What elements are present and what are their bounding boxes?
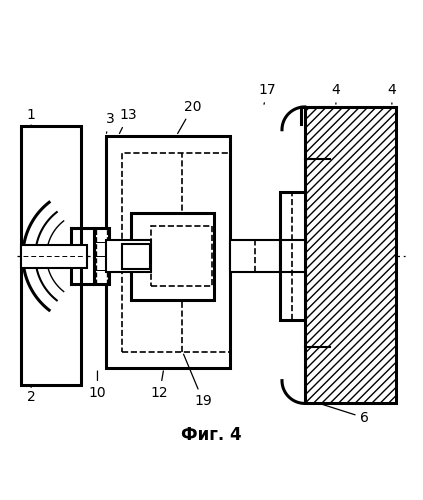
Text: Фиг. 4: Фиг. 4 [181,426,242,444]
Text: 2: 2 [27,385,36,404]
Bar [230,240,280,272]
Text: 6: 6 [322,404,369,425]
Text: 10: 10 [89,371,106,400]
Text: 3: 3 [105,112,114,134]
Text: 13: 13 [119,108,137,134]
Text: 12: 12 [151,371,168,400]
Bar [122,244,150,268]
Text: 4: 4 [332,84,340,104]
Text: 20: 20 [178,100,202,134]
Bar [106,136,230,368]
Bar [94,228,109,284]
Text: 17: 17 [259,84,276,104]
Bar [21,126,81,385]
Text: 19: 19 [184,354,212,408]
Bar [280,192,305,320]
Text: 4: 4 [387,84,396,104]
Text: 1: 1 [27,108,36,126]
Bar [305,107,396,404]
Bar [21,244,87,268]
Bar [151,226,212,286]
Bar [131,212,214,300]
Bar [122,152,230,352]
Bar [106,240,151,272]
